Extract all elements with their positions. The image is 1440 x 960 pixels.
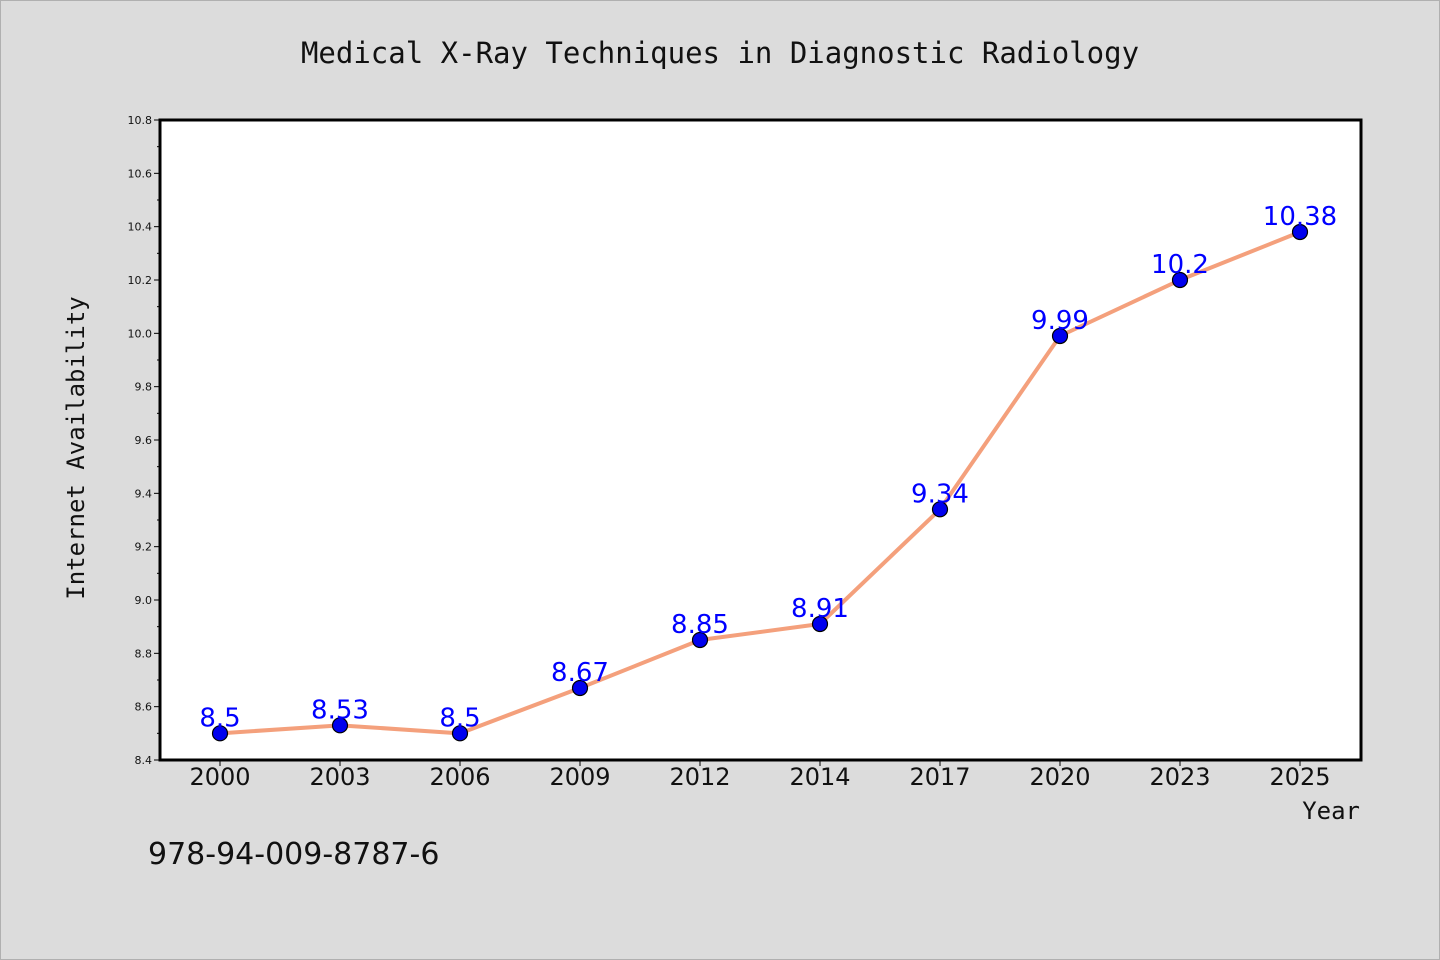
chart-title: Medical X-Ray Techniques in Diagnostic R… [301, 36, 1139, 70]
data-point-marker [331, 717, 349, 734]
data-point-marker [1171, 271, 1189, 289]
x-tick-label: 2009 [549, 763, 610, 791]
y-tick-label: 9.8 [135, 381, 153, 394]
y-tick-label: 9.4 [135, 487, 153, 500]
data-point-label: 8.53 [311, 695, 369, 725]
data-point-label: 8.85 [671, 610, 729, 640]
x-tick-label: 2000 [189, 763, 250, 791]
x-tick-label: 2023 [1149, 763, 1210, 791]
series-line-group: 8.5 8.53 8.5 8.67 8.85 8.91 9.34 9.99 10.2 10.38 [199, 202, 1337, 742]
x-axis-label: Year [1302, 797, 1360, 825]
y-tick-label: 10.2 [128, 274, 153, 287]
y-tick-label: 9.6 [135, 434, 153, 447]
data-point-label: 8.67 [551, 658, 609, 688]
data-point-label: 8.5 [439, 703, 480, 733]
data-point-label: 9.99 [1031, 306, 1089, 336]
x-tick-label: 2014 [789, 763, 850, 791]
x-tick-label: 2025 [1269, 763, 1330, 791]
x-tick-label: 2017 [909, 763, 970, 791]
data-point-label: 10.38 [1263, 202, 1337, 232]
y-tick-label: 8.8 [135, 647, 153, 660]
plot-area [160, 120, 1361, 760]
plot-frame [158, 118, 1363, 762]
data-point-marker [691, 631, 709, 649]
y-tick-label: 10.8 [128, 114, 153, 127]
y-tick-label: 10.0 [128, 327, 153, 340]
y-axis: 8.4 8.6 8.8 9.0 9.2 9.4 9.6 9.8 10.0 10.2 10.4 10.6… [128, 114, 160, 767]
data-point-marker [1051, 327, 1069, 345]
data-point-marker [931, 501, 949, 518]
y-tick-label: 8.4 [135, 754, 153, 767]
y-tick-label: 10.6 [128, 167, 153, 180]
x-axis: 2000 2003 2006 2009 2012 2014 2017 2020 2023 2025 [189, 760, 1331, 791]
x-tick-label: 2020 [1029, 763, 1090, 791]
data-point-marker [451, 725, 469, 742]
data-point-marker [211, 725, 229, 742]
isbn-text: 978-94-009-8787-6 [148, 837, 439, 872]
series-line [218, 230, 1302, 736]
y-tick-label: 9.2 [135, 541, 153, 554]
y-tick-label: 8.6 [135, 701, 153, 714]
x-tick-label: 2003 [309, 763, 370, 791]
y-axis-label: Internet Availability [62, 296, 90, 599]
data-point-label: 8.91 [791, 594, 849, 624]
data-point-marker [571, 679, 589, 697]
data-point-marker [811, 615, 829, 633]
data-point-label: 10.2 [1151, 250, 1209, 280]
data-point-label: 9.34 [911, 479, 969, 509]
y-tick-label: 9.0 [135, 594, 153, 607]
y-tick-label: 10.4 [128, 221, 153, 234]
x-tick-label: 2012 [669, 763, 730, 791]
data-point-label: 8.5 [199, 703, 240, 733]
data-point-marker [1291, 223, 1309, 241]
x-tick-label: 2006 [429, 763, 490, 791]
